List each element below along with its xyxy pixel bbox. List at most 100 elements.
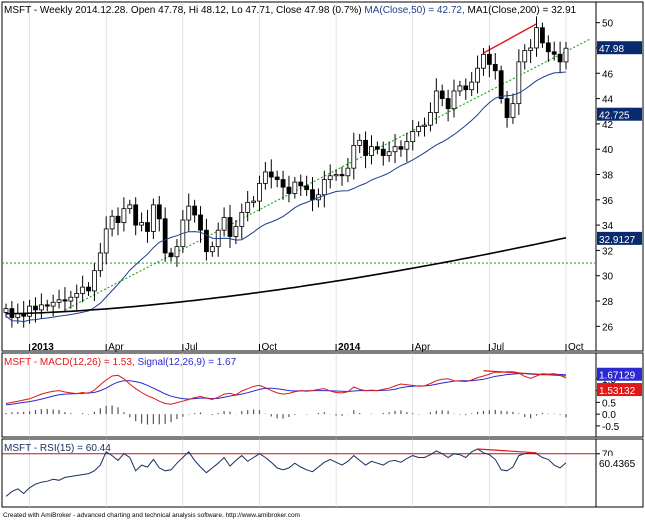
candle-body-79 <box>469 81 475 91</box>
x-tick-label-oct-7: Oct <box>568 342 584 353</box>
candle-body-63 <box>374 146 380 150</box>
candle-body-39 <box>233 225 239 237</box>
candle-body-72 <box>428 112 433 126</box>
candle-body-52 <box>310 189 315 201</box>
macd-value-label-bg <box>597 383 642 397</box>
candle-body-55 <box>327 175 333 180</box>
candle-body-8 <box>50 301 56 307</box>
signal-value-label: 1.67129 <box>599 371 636 382</box>
rsi-line <box>5 448 567 497</box>
x-tick-label-apr-1: Apr <box>108 342 124 353</box>
candle-body-65 <box>386 151 392 156</box>
y-tick-label-44: 44 <box>602 95 614 106</box>
y-tick-label-32: 32 <box>602 246 614 257</box>
price-title-ma200: MA1(Close,200) = 32.91 <box>468 5 577 16</box>
y-tick-label-34: 34 <box>602 221 614 232</box>
rsi-value-label-bg <box>597 455 642 469</box>
rsi-value-label: 60.4365 <box>599 459 636 470</box>
macd-divergence-line <box>483 370 567 377</box>
candle-body-43 <box>257 182 262 202</box>
candle-body-71 <box>422 124 427 127</box>
candle-body-70 <box>416 126 422 132</box>
candle-body-9 <box>56 299 62 303</box>
candle-body-48 <box>286 186 292 194</box>
rsi-y-label-70: 70 <box>602 450 614 461</box>
candle-body-10 <box>62 299 68 302</box>
candle-body-56 <box>333 174 339 177</box>
macd-line <box>5 371 567 405</box>
candle-body-42 <box>251 200 256 203</box>
macd-title: MSFT - MACD(12,26) = 1.53, Signal(12,26,… <box>4 357 237 368</box>
ma50-value-label: 42.725 <box>599 111 630 122</box>
candle-body-46 <box>274 176 280 180</box>
candle-body-84 <box>498 70 504 99</box>
candle-body-34 <box>204 229 209 253</box>
macd-y-label-0.5: 0.5 <box>602 398 616 409</box>
candle-body-0 <box>3 308 9 313</box>
candle-body-35 <box>209 246 215 253</box>
ma50-line <box>5 71 567 323</box>
candle-body-90 <box>534 27 539 49</box>
candle-body-54 <box>321 179 327 196</box>
y-tick-label-50: 50 <box>602 19 614 30</box>
footer-credit: Created with AmiBroker - advanced charti… <box>3 512 300 519</box>
candle-body-68 <box>404 141 410 150</box>
x-tick-label-2014-4: 2014 <box>338 342 361 353</box>
candle-body-91 <box>540 27 545 44</box>
ma200-value-label-bg <box>597 231 642 245</box>
candle-body-49 <box>292 181 298 194</box>
candle-body-44 <box>262 171 268 184</box>
price-pane: 2013 Apr Jul Oct 2014 Apr Jul Oct 26 28 30 32 34 36 38… <box>1 1 644 353</box>
candle-body-94 <box>557 53 563 63</box>
candle-body-12 <box>74 293 80 298</box>
price-title: MSFT - Weekly 2014.12.28. Open 47.78, Hi… <box>4 5 577 16</box>
candle-body-57 <box>339 174 345 177</box>
candle-body-45 <box>268 171 274 178</box>
candle-body-37 <box>221 217 227 231</box>
candle-body-78 <box>463 85 469 91</box>
candle-body-17 <box>103 228 109 254</box>
last-close-label: 47.98 <box>599 44 624 55</box>
candle-body-83 <box>492 64 498 72</box>
candle-body-47 <box>280 179 286 188</box>
x-tick-label-oct-3: Oct <box>261 342 277 353</box>
candle-body-26 <box>156 204 162 220</box>
candle-body-24 <box>145 222 150 232</box>
candle-body-59 <box>351 144 357 169</box>
resistance-line <box>483 23 537 54</box>
candle-body-51 <box>304 185 310 191</box>
x-tick-label-jul-2: Jul <box>185 342 198 353</box>
y-tick-label-40: 40 <box>602 145 614 156</box>
y-tick-label-46: 46 <box>602 69 614 80</box>
rsi-title: MSFT - RSI(15) = 60.44 <box>4 443 111 454</box>
candle-body-41 <box>245 201 251 213</box>
candle-body-61 <box>363 139 368 156</box>
last-close-label-bg <box>597 41 642 55</box>
candle-body-38 <box>227 217 233 237</box>
candle-body-18 <box>109 215 115 230</box>
candle-body-4 <box>27 305 32 317</box>
rsi-pane: 70 MSFT - RSI(15) = 60.44 60.4365 <box>1 438 644 508</box>
candle-body-93 <box>551 51 557 55</box>
candle-body-33 <box>198 214 203 231</box>
candle-body-73 <box>433 90 439 113</box>
candle-body-22 <box>133 204 139 226</box>
candle-body-27 <box>162 218 168 254</box>
candle-body-66 <box>392 146 398 153</box>
candle-body-82 <box>486 53 492 65</box>
candle-body-58 <box>345 167 351 177</box>
candle-body-28 <box>168 252 174 258</box>
y-tick-label-36: 36 <box>602 196 614 207</box>
macd-frame <box>1 352 644 438</box>
candle-body-23 <box>139 222 144 226</box>
candle-body-86 <box>510 103 516 118</box>
candle-body-7 <box>44 304 50 307</box>
y-tick-label-26: 26 <box>602 322 614 333</box>
candle-body-87 <box>516 61 522 105</box>
macd-title-macd: MSFT - MACD(12,26) = 1.53, <box>4 357 137 368</box>
candle-body-19 <box>115 215 121 223</box>
rsi-divergence-line <box>477 448 537 454</box>
candle-body-88 <box>522 50 528 63</box>
candle-body-74 <box>439 90 445 99</box>
